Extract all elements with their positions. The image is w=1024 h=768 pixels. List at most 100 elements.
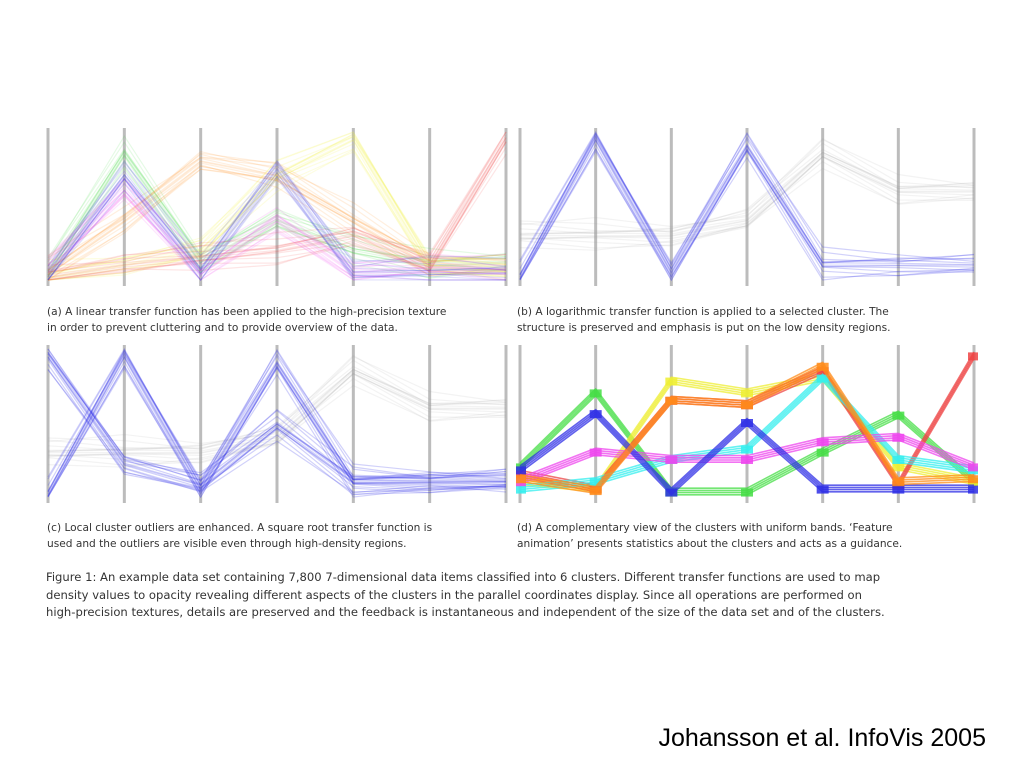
cluster-magenta-line	[519, 432, 975, 479]
subcaption-a: (a) A linear transfer function has been …	[47, 304, 446, 336]
cluster-red-band-marker	[968, 352, 978, 361]
cluster-gray-line	[519, 160, 975, 249]
cluster-blue-line	[47, 171, 506, 281]
cluster-magenta-line	[47, 178, 507, 269]
cluster-orange-bundle	[47, 150, 507, 281]
cluster-blue-line	[47, 366, 507, 498]
cluster-cyan-band-marker	[741, 445, 753, 454]
cluster-blue-line	[47, 159, 507, 272]
cluster-orange-line	[47, 168, 507, 275]
cluster-blue-band-marker	[516, 466, 526, 475]
cluster-blue-line	[519, 147, 975, 282]
cluster-gray-line	[47, 373, 507, 458]
cluster-cyan-band-marker	[892, 456, 905, 464]
cluster-blue-line	[47, 348, 507, 487]
panel-c	[44, 345, 510, 503]
cluster-green-line	[47, 150, 507, 272]
cluster-orange-line	[47, 150, 507, 270]
cluster-yellow-line	[47, 139, 507, 279]
cluster-green-line	[47, 155, 507, 276]
cluster-blue-band-marker	[816, 485, 829, 494]
cluster-blue-line	[47, 355, 507, 497]
cluster-blue-line	[47, 349, 507, 486]
cluster-blue-line	[47, 364, 507, 498]
cluster-red-band-marker	[816, 367, 829, 376]
cluster-blue-line	[47, 167, 506, 278]
figure-caption-line-3: high-precision textures, details are pre…	[46, 605, 885, 619]
cluster-cyan-line	[519, 373, 975, 486]
cluster-blue-line	[519, 132, 975, 276]
cluster-orange-line	[47, 168, 507, 278]
cluster-blue-line	[519, 149, 975, 281]
cluster-blue-line	[47, 356, 507, 497]
cluster-blue-line	[519, 143, 975, 282]
cluster-yellow-band-marker	[741, 389, 753, 398]
cluster-orange-line	[519, 361, 975, 488]
cluster-red-line	[47, 137, 507, 271]
cluster-magenta-line	[47, 192, 507, 276]
cluster-gray-line	[47, 368, 507, 451]
cluster-magenta-line	[47, 183, 507, 270]
cluster-cyan-band-marker	[516, 485, 526, 494]
subcaption-a-line-1: (a) A linear transfer function has been …	[47, 306, 447, 318]
cluster-blue-line	[47, 369, 507, 494]
cluster-orange-band-marker	[892, 478, 905, 487]
cluster-green-line	[47, 150, 507, 271]
cluster-gray-line	[519, 156, 975, 241]
cluster-magenta-line	[47, 189, 507, 273]
cluster-blue-line	[47, 348, 507, 481]
cluster-gray-line	[519, 151, 975, 234]
cluster-blue-line	[47, 175, 507, 281]
cluster-yellow-line	[47, 131, 507, 265]
cluster-blue-line	[47, 353, 507, 480]
cluster-green-bundle	[47, 134, 507, 281]
cluster-magenta-band-marker	[968, 463, 978, 472]
cluster-blue-line	[47, 162, 507, 271]
cluster-blue-line	[47, 349, 507, 493]
cluster-orange-band-marker	[741, 401, 753, 410]
cluster-magenta-line	[47, 181, 507, 272]
cluster-orange-line	[47, 160, 507, 271]
cluster-green-band-marker	[816, 448, 829, 457]
cluster-blue-line	[47, 353, 507, 486]
cluster-gray-line	[47, 359, 507, 450]
subcaption-b: (b) A logarithmic transfer function is a…	[517, 304, 891, 336]
cluster-green-band-marker	[741, 488, 753, 497]
cluster-magenta-band-marker	[816, 438, 829, 447]
cluster-red-line	[47, 137, 507, 276]
cluster-gray-line	[519, 137, 975, 233]
cluster-red-line	[47, 139, 507, 278]
cluster-blue-line	[47, 159, 507, 270]
cluster-gray-line	[520, 153, 974, 237]
cluster-green-line	[47, 149, 507, 272]
subcaption-d-line-1: (d) A complementary view of the clusters…	[517, 522, 893, 534]
cluster-magenta-line	[47, 189, 507, 271]
cluster-orange-line	[47, 165, 507, 281]
parallel-coordinates-plot-c	[46, 345, 508, 503]
cluster-blue-band-marker	[892, 485, 905, 494]
cluster-blue-line	[47, 352, 507, 493]
panel-b	[516, 128, 978, 286]
cluster-blue-line	[47, 359, 507, 492]
cluster-blue-bundle	[47, 159, 507, 281]
cluster-yellow-line	[47, 136, 507, 276]
cluster-yellow-line	[47, 139, 507, 279]
cluster-yellow-line	[47, 143, 507, 281]
cluster-green-line	[47, 167, 507, 281]
cluster-blue-line	[519, 130, 975, 270]
cluster-green-line	[519, 387, 975, 489]
cluster-cyan-band-marker	[589, 478, 602, 487]
cluster-gray-line	[47, 372, 507, 456]
cluster-gray-line	[519, 155, 975, 244]
cluster-gray-line	[47, 372, 507, 461]
parallel-coordinates-plot-b	[518, 128, 976, 286]
cluster-gray-line	[47, 373, 507, 464]
cluster-orange-line	[47, 156, 507, 262]
cluster-red-line	[47, 141, 507, 281]
cluster-orange-line	[47, 157, 507, 271]
cluster-orange-band-marker	[968, 475, 978, 484]
cluster-blue-line	[519, 135, 975, 276]
cluster-red-line	[47, 141, 507, 279]
cluster-blue-line	[47, 352, 507, 481]
cluster-blue-bundle	[47, 348, 507, 496]
